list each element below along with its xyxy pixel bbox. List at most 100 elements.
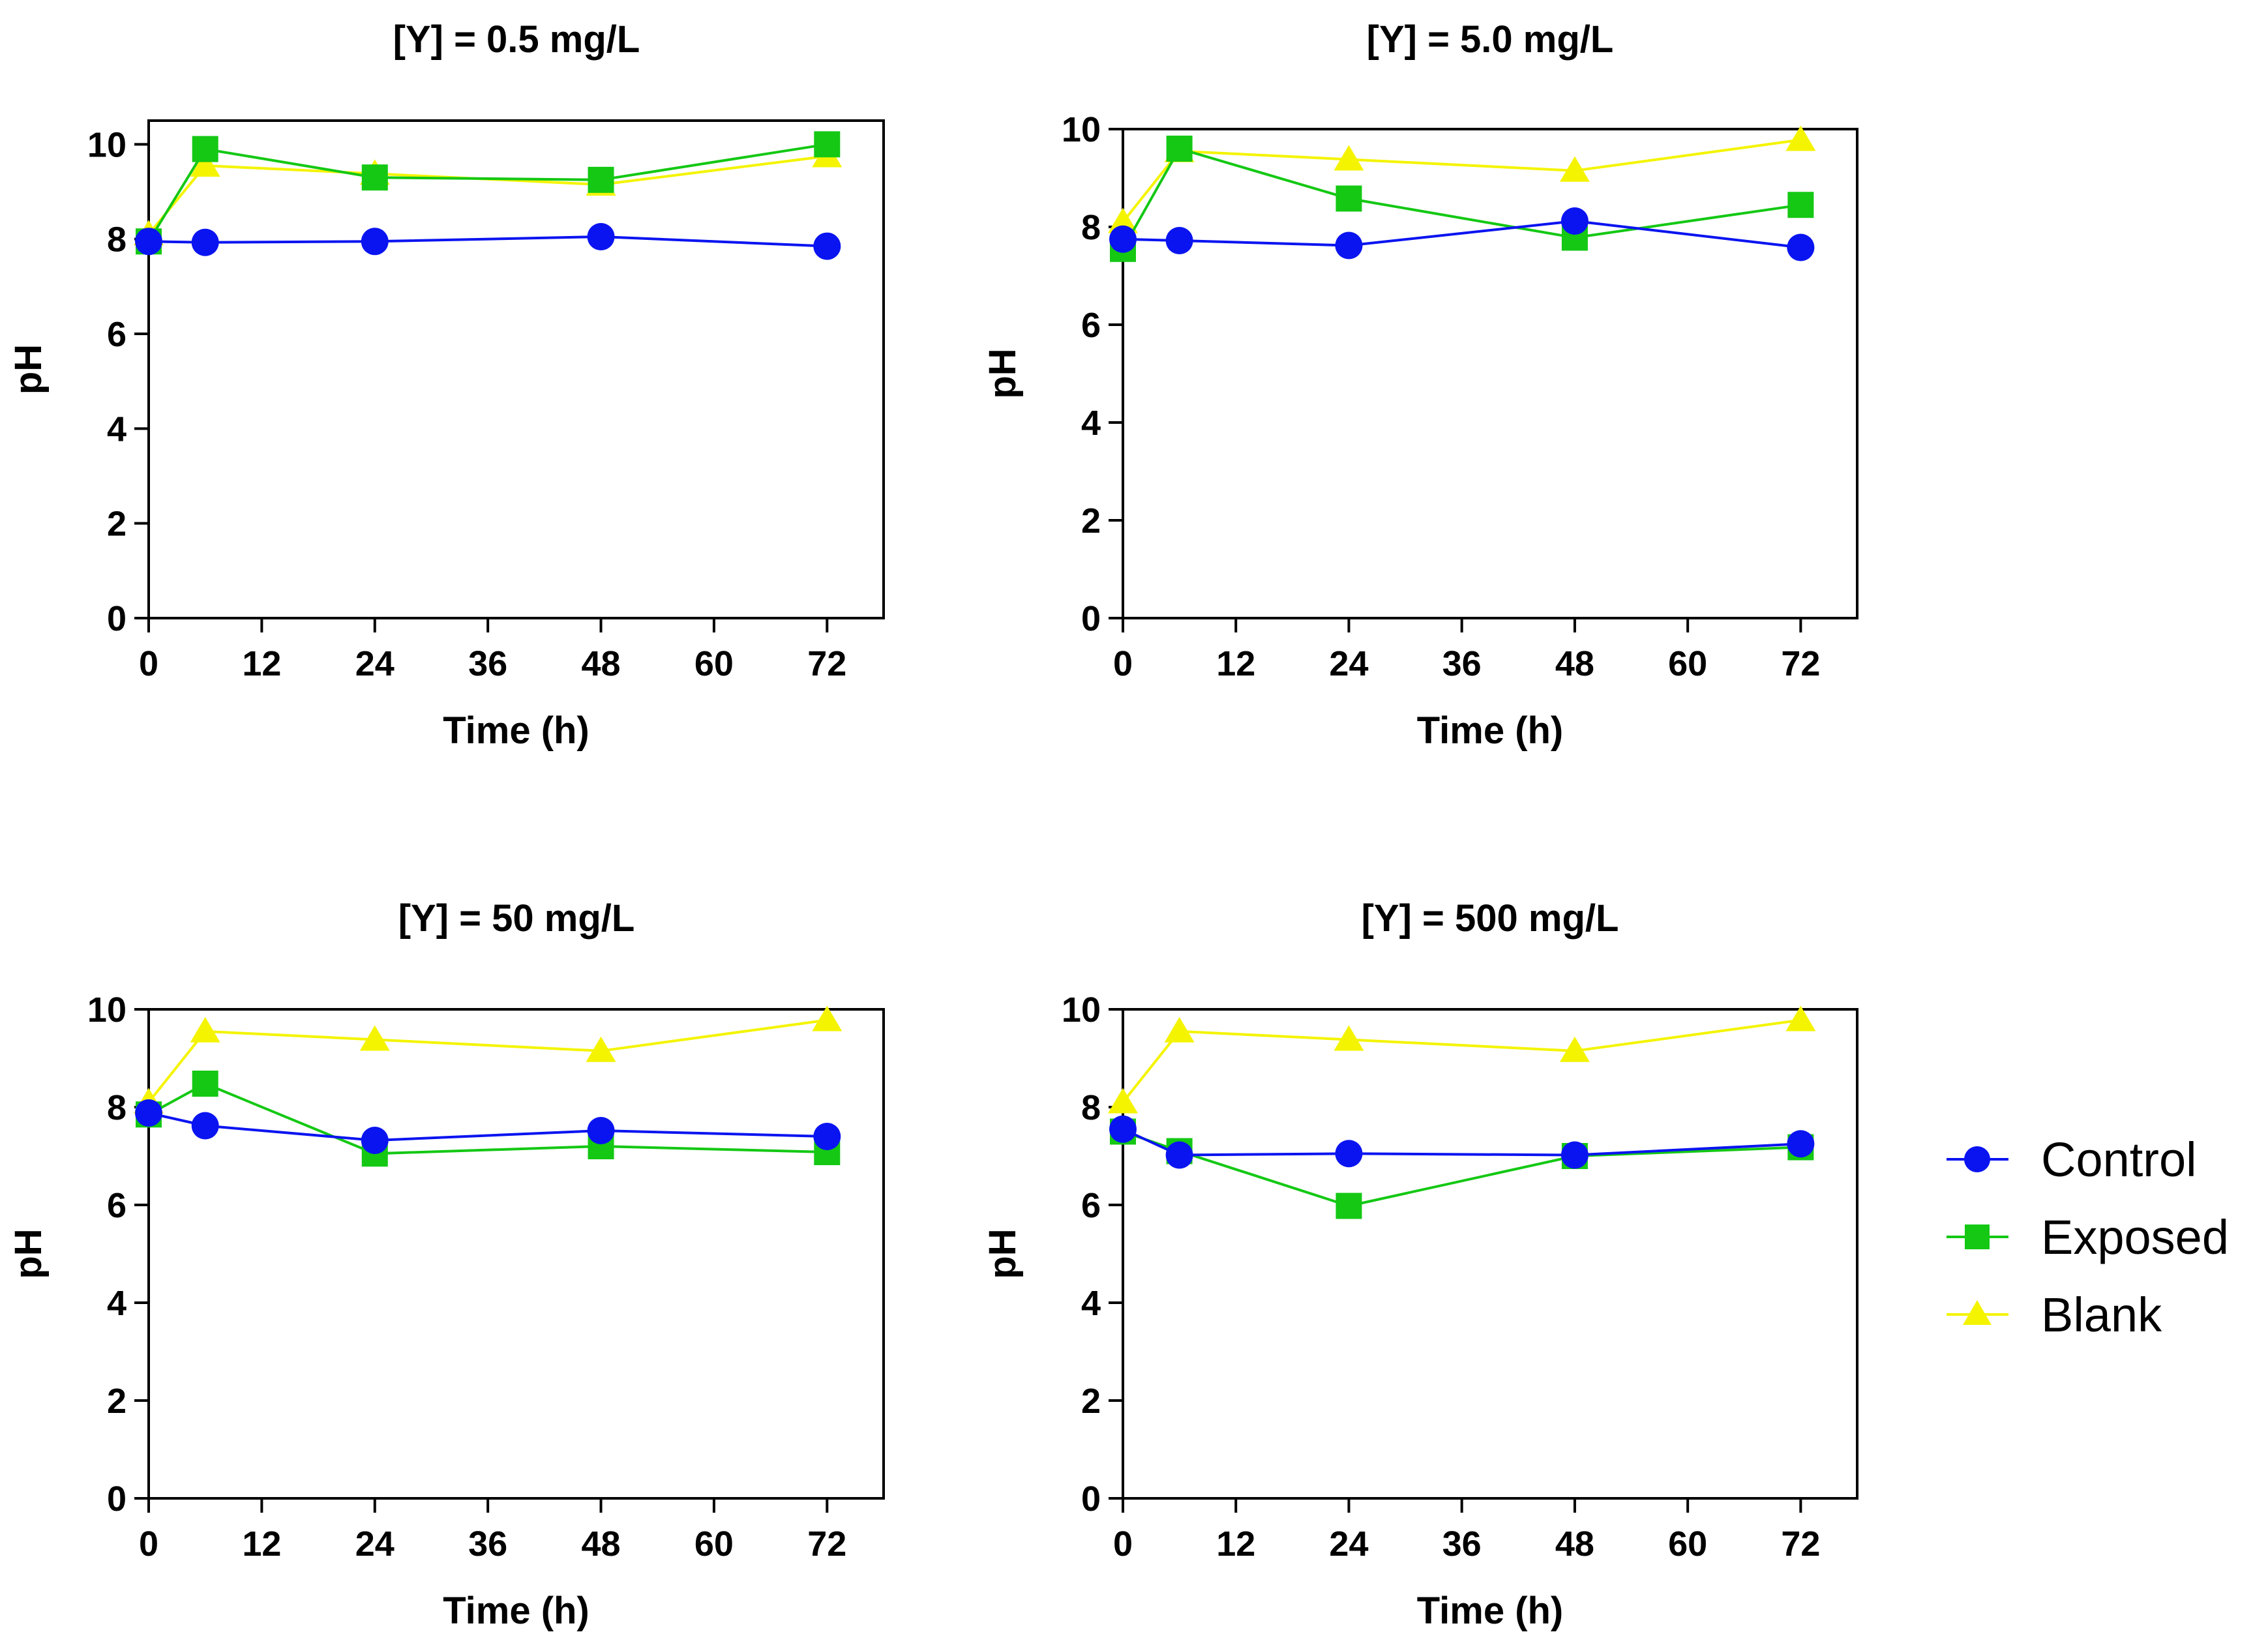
x-tick-label: 36 bbox=[1442, 644, 1482, 683]
data-point-blank bbox=[359, 1025, 390, 1051]
y-axis-label: pH bbox=[7, 1228, 50, 1279]
series-exposed bbox=[1110, 136, 1814, 262]
series-control bbox=[1109, 1115, 1815, 1169]
legend-label-control: Control bbox=[2041, 1133, 2197, 1187]
x-tick-label: 24 bbox=[355, 1524, 395, 1564]
data-point-control bbox=[1335, 231, 1363, 260]
y-tick-label: 10 bbox=[87, 125, 127, 164]
series-control bbox=[135, 223, 841, 260]
data-point-control bbox=[587, 223, 615, 251]
y-tick-label: 8 bbox=[1081, 1088, 1101, 1127]
legend-label-blank: Blank bbox=[2041, 1288, 2162, 1342]
x-axis-label: Time (h) bbox=[1417, 1590, 1564, 1632]
y-tick-label: 8 bbox=[107, 220, 127, 260]
y-tick-label: 2 bbox=[107, 1382, 127, 1421]
x-tick-label: 72 bbox=[807, 1524, 846, 1564]
series-line-blank bbox=[147, 155, 828, 235]
data-point-control bbox=[1109, 1115, 1137, 1143]
x-tick-label: 12 bbox=[1216, 1524, 1255, 1564]
data-point-exposed bbox=[192, 1071, 218, 1097]
x-tick-label: 12 bbox=[242, 644, 281, 683]
x-tick-label: 60 bbox=[1668, 1524, 1707, 1564]
chart-title: [Y] = 0.5 mg/L bbox=[393, 18, 640, 61]
legend-item-exposed: Exposed bbox=[1947, 1210, 2229, 1264]
series-line-exposed bbox=[147, 143, 828, 243]
x-tick-label: 12 bbox=[1216, 644, 1255, 683]
y-tick-label: 0 bbox=[107, 599, 127, 638]
data-point-control bbox=[191, 1112, 219, 1140]
x-tick-label: 60 bbox=[694, 1524, 734, 1564]
data-point-control bbox=[1560, 207, 1589, 235]
plot-frame bbox=[1122, 128, 1858, 619]
data-point-blank bbox=[1334, 1025, 1364, 1051]
data-point-blank bbox=[586, 1036, 616, 1062]
plot-frame bbox=[147, 1008, 885, 1500]
y-tick-label: 8 bbox=[107, 1088, 127, 1127]
x-tick-label: 60 bbox=[1668, 644, 1707, 683]
y-tick-label: 4 bbox=[1081, 1284, 1101, 1323]
data-point-control bbox=[1335, 1140, 1363, 1168]
legend: Control Exposed Blank bbox=[1947, 1133, 2229, 1342]
series-blank bbox=[1108, 1005, 1816, 1114]
x-tick-label: 0 bbox=[1113, 1524, 1133, 1564]
chart-title: [Y] = 50 mg/L bbox=[398, 897, 635, 940]
data-point-control bbox=[1560, 1141, 1589, 1169]
chart-title: [Y] = 5.0 mg/L bbox=[1367, 18, 1614, 61]
legend-item-control: Control bbox=[1947, 1133, 2197, 1187]
legend-label-exposed: Exposed bbox=[2041, 1210, 2229, 1264]
y-tick-label: 0 bbox=[1081, 599, 1101, 638]
series-line-control bbox=[1122, 219, 1801, 249]
data-point-control bbox=[361, 228, 389, 256]
legend-marker-blank bbox=[1963, 1300, 1992, 1325]
legend-marker-exposed bbox=[1965, 1224, 1990, 1249]
x-tick-label: 72 bbox=[1781, 1524, 1820, 1564]
y-axis-label: pH bbox=[981, 348, 1024, 398]
legend-item-blank: Blank bbox=[1947, 1288, 2162, 1342]
y-tick-label: 4 bbox=[1081, 404, 1101, 443]
x-tick-label: 36 bbox=[468, 644, 507, 683]
series-line-blank bbox=[1122, 1018, 1801, 1103]
x-tick-label: 36 bbox=[468, 1524, 507, 1564]
data-point-blank bbox=[1108, 1088, 1138, 1114]
x-axis-label: Time (h) bbox=[443, 709, 589, 752]
data-point-blank bbox=[1108, 207, 1138, 233]
data-point-exposed bbox=[814, 131, 841, 158]
y-tick-label: 10 bbox=[1062, 990, 1101, 1030]
data-point-control bbox=[1165, 1141, 1193, 1169]
series-line-control bbox=[148, 1112, 828, 1142]
series-line-exposed bbox=[1122, 1130, 1801, 1208]
series-line-blank bbox=[1122, 138, 1801, 223]
y-tick-label: 6 bbox=[107, 315, 127, 354]
chart-title: [Y] = 500 mg/L bbox=[1362, 897, 1619, 940]
x-tick-label: 72 bbox=[807, 644, 846, 683]
y-tick-label: 2 bbox=[1081, 501, 1101, 541]
data-point-blank bbox=[1334, 145, 1364, 171]
x-tick-label: 36 bbox=[1442, 1524, 1482, 1564]
plot-frame bbox=[1122, 1008, 1858, 1500]
legend-marker-control bbox=[1964, 1146, 1990, 1172]
series-line-control bbox=[148, 235, 828, 248]
series-exposed bbox=[136, 1071, 841, 1167]
data-point-control bbox=[1787, 233, 1815, 261]
data-point-exposed bbox=[192, 136, 218, 162]
y-tick-label: 2 bbox=[107, 505, 127, 544]
series-control bbox=[135, 1099, 841, 1154]
x-tick-label: 60 bbox=[694, 644, 734, 683]
data-point-control bbox=[135, 228, 162, 256]
y-tick-label: 0 bbox=[107, 1479, 127, 1519]
y-tick-label: 2 bbox=[1081, 1382, 1101, 1421]
x-tick-label: 48 bbox=[1555, 1524, 1594, 1564]
data-point-control bbox=[587, 1117, 615, 1144]
x-tick-label: 0 bbox=[139, 644, 158, 683]
plot-frame bbox=[147, 119, 885, 619]
series-control bbox=[1109, 207, 1815, 261]
data-point-blank bbox=[1559, 1036, 1590, 1062]
data-point-exposed bbox=[1335, 1193, 1362, 1219]
x-axis-label: Time (h) bbox=[443, 1590, 589, 1632]
x-tick-label: 72 bbox=[1781, 644, 1820, 683]
x-tick-label: 48 bbox=[581, 1524, 620, 1564]
x-tick-label: 0 bbox=[139, 1524, 158, 1564]
